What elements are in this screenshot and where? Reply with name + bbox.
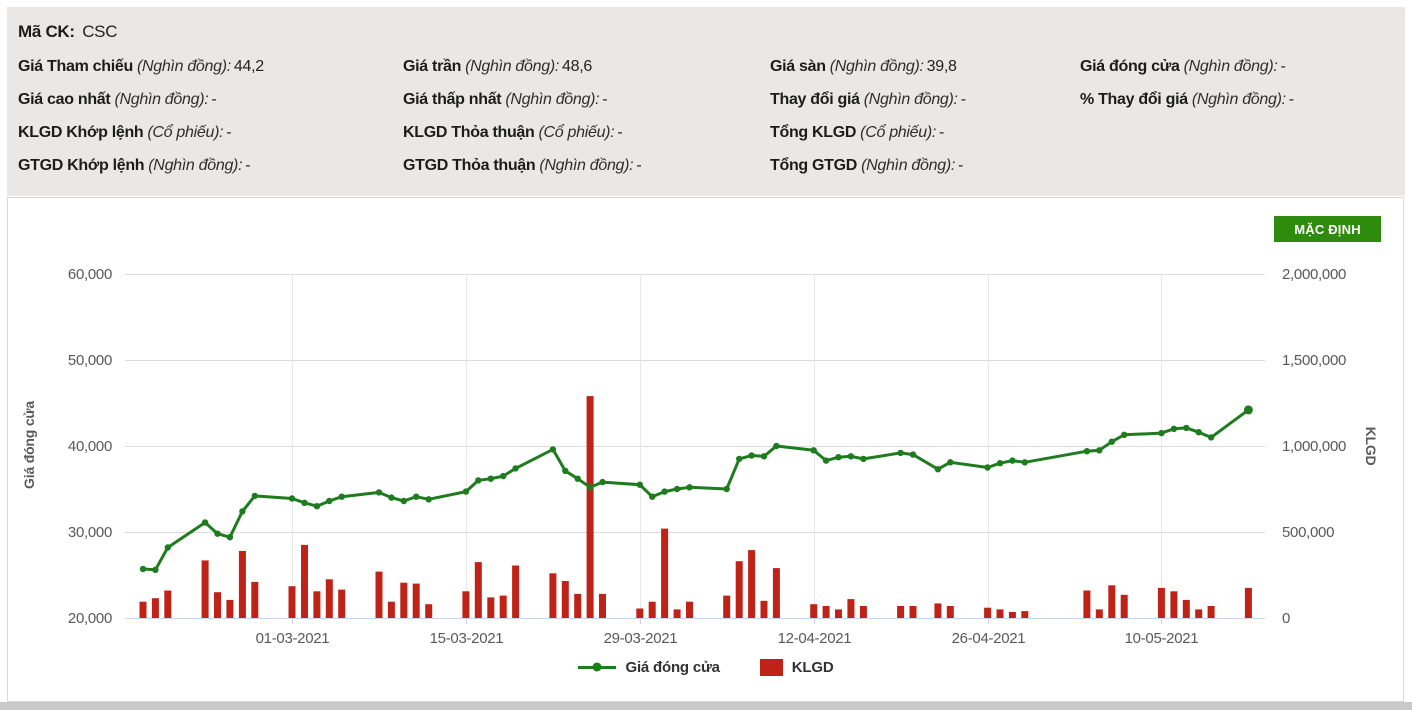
field-unit: (Nghìn đồng):: [1191, 91, 1286, 108]
stock-info-panel: Mã CK: CSC Giá Tham chiếu (Nghìn đồng): 44…: [7, 7, 1405, 196]
field-tong-gtgd: Tổng GTGD (Nghìn đồng): -: [770, 157, 963, 175]
field-value: -: [226, 124, 232, 141]
field-unit: (Nghìn đồng):: [829, 58, 924, 75]
line-series-marker-icon: [578, 662, 617, 672]
field-label: KLGD Thỏa thuận: [403, 124, 535, 141]
field-pct-thay-doi-gia: % Thay đổi giá (Nghìn đồng): -: [1080, 91, 1294, 109]
field-gia-tran: Giá trần (Nghìn đồng): 48,6: [403, 58, 592, 76]
column-series-marker-icon: [759, 658, 783, 676]
field-unit: (Nghìn đồng):: [114, 91, 209, 108]
field-value: -: [939, 124, 945, 141]
field-value: -: [636, 157, 642, 174]
field-unit: (Nghìn đồng):: [505, 91, 600, 108]
field-value: -: [960, 91, 966, 108]
field-label: GTGD Khớp lệnh: [18, 157, 145, 174]
field-label: Giá cao nhất: [18, 91, 111, 108]
right-axis-title: KLGD: [1363, 426, 1379, 466]
field-gia-cao-nhat: Giá cao nhất (Nghìn đồng): -: [18, 91, 217, 109]
field-tong-klgd: Tổng KLGD (Cổ phiếu): -: [770, 124, 944, 142]
field-klgd-khop-lenh: KLGD Khớp lệnh (Cổ phiếu): -: [18, 124, 232, 142]
bottom-navigator-strip: [0, 702, 1412, 710]
field-unit: (Nghìn đồng):: [136, 58, 231, 75]
field-value: 44,2: [233, 58, 264, 75]
field-unit: (Nghìn đồng):: [539, 157, 634, 174]
field-unit: (Nghìn đồng):: [861, 157, 955, 174]
field-unit: (Nghìn đồng):: [1183, 58, 1278, 75]
field-gia-dong-cua: Giá đóng cửa (Nghìn đồng): -: [1080, 58, 1286, 76]
stock-code: Mã CK: CSC: [18, 22, 118, 42]
field-value: 39,8: [926, 58, 957, 75]
stock-code-label: Mã CK:: [18, 22, 75, 41]
field-unit: (Nghìn đồng):: [863, 91, 958, 108]
field-value: -: [1280, 58, 1286, 75]
field-label: Giá sàn: [770, 58, 826, 75]
left-axis-title: Giá đóng cửa: [21, 401, 37, 489]
field-unit: (Cổ phiếu):: [147, 124, 224, 141]
field-label: Giá Tham chiếu: [18, 58, 133, 75]
field-gia-thap-nhat: Giá thấp nhất (Nghìn đồng): -: [403, 91, 608, 109]
field-label: Thay đổi giá: [770, 91, 860, 108]
field-unit: (Cổ phiếu):: [860, 124, 937, 141]
field-value: -: [1288, 91, 1294, 108]
field-label: Tổng KLGD: [770, 124, 857, 141]
field-unit: (Cổ phiếu):: [538, 124, 615, 141]
field-label: Giá thấp nhất: [403, 91, 502, 108]
price-volume-chart-panel: [7, 197, 1404, 702]
field-gia-san: Giá sàn (Nghìn đồng): 39,8: [770, 58, 957, 76]
field-value: 48,6: [562, 58, 592, 75]
field-label: % Thay đổi giá: [1080, 91, 1188, 108]
field-unit: (Nghìn đồng):: [465, 58, 559, 75]
field-label: Giá đóng cửa: [1080, 58, 1180, 75]
mac-dinh-button[interactable]: MẶC ĐỊNH: [1274, 216, 1381, 242]
stock-code-value: CSC: [82, 22, 118, 41]
field-label: GTGD Thỏa thuận: [403, 157, 536, 174]
field-klgd-thoa-thuan: KLGD Thỏa thuận (Cổ phiếu): -: [403, 124, 623, 142]
field-value: -: [211, 91, 217, 108]
field-value: -: [602, 91, 608, 108]
field-gtgd-thoa-thuan: GTGD Thỏa thuận (Nghìn đồng): -: [403, 157, 642, 175]
field-value: -: [245, 157, 251, 174]
field-unit: (Nghìn đồng):: [148, 157, 243, 174]
field-gia-tham-chieu: Giá Tham chiếu (Nghìn đồng): 44,2: [18, 58, 264, 76]
field-gtgd-khop-lenh: GTGD Khớp lệnh (Nghìn đồng): -: [18, 157, 251, 175]
chart-legend: Giá đóng cửa KLGD: [0, 656, 1412, 678]
legend-label-volume: KLGD: [791, 658, 834, 676]
field-value: -: [958, 157, 964, 174]
field-label: KLGD Khớp lệnh: [18, 124, 144, 141]
field-value: -: [617, 124, 623, 141]
field-label: Giá trần: [403, 58, 462, 75]
legend-label-close-price: Giá đóng cửa: [625, 658, 720, 676]
field-label: Tổng GTGD: [770, 157, 858, 174]
legend-item-close-price[interactable]: Giá đóng cửa: [578, 658, 720, 676]
legend-item-volume[interactable]: KLGD: [759, 658, 834, 676]
field-thay-doi-gia: Thay đổi giá (Nghìn đồng): -: [770, 91, 966, 109]
